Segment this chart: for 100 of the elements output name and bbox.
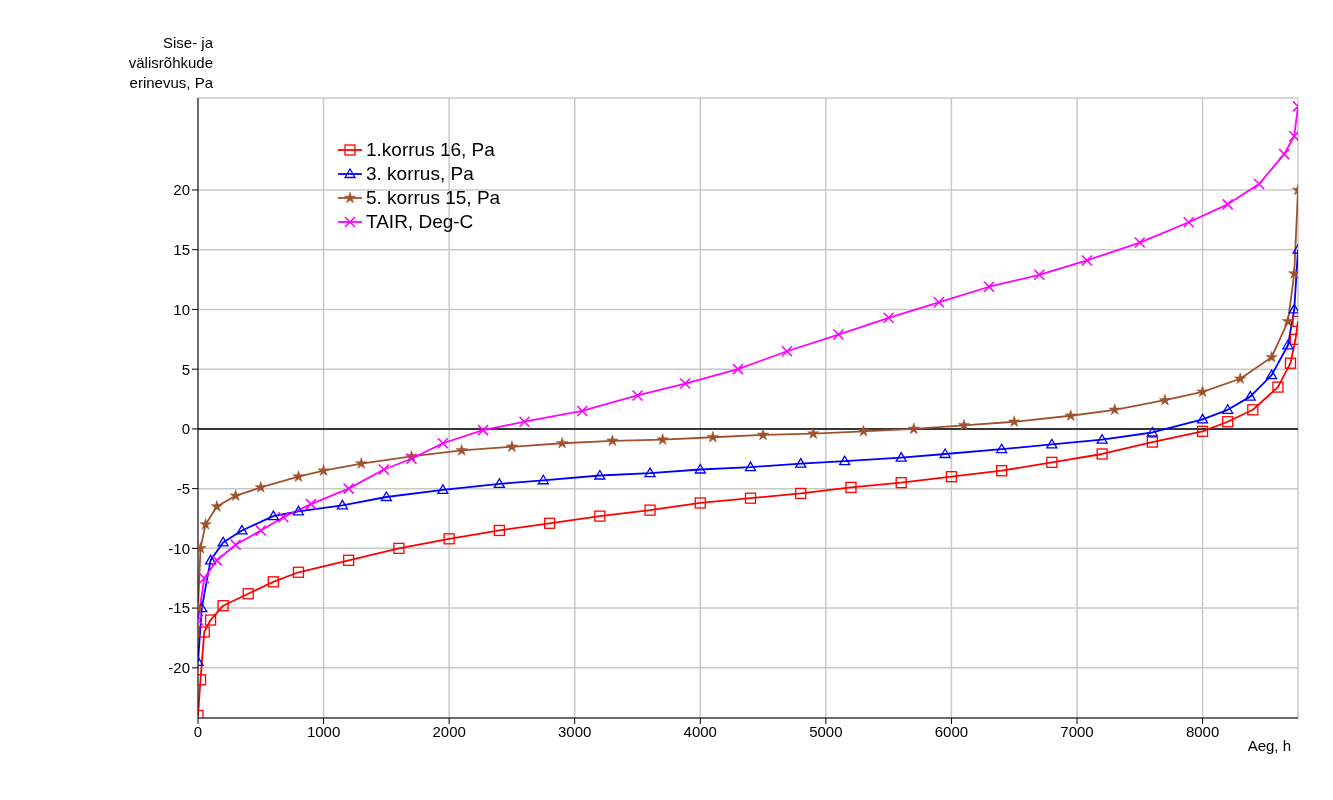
point [1096,448,1108,460]
legend-label: TAIR, Deg-C [366,210,474,234]
point [857,425,870,437]
x-tick-label: 1000 [306,722,341,740]
y-tick-label: 15 [173,241,190,259]
point [343,554,355,566]
legend-label: 3. korrus, Pa [366,162,474,186]
point [1196,425,1209,437]
x-tick-label: 2000 [432,722,466,740]
point [996,465,1008,477]
y-tick-label: -10 [168,539,190,557]
point [292,470,305,482]
point [1234,372,1247,384]
point [217,536,229,547]
point [1046,456,1058,469]
y-tick-label: 0 [181,420,190,438]
y-axis-title: Sise- ja välisrõhkude erinevus, Pa [127,33,213,93]
point [204,614,217,626]
point [839,455,851,466]
x-tick-label: 7000 [1060,722,1094,740]
point [1244,391,1256,401]
point [1146,426,1158,437]
point [537,474,549,485]
point [217,600,229,612]
point [807,427,820,439]
point [493,478,506,489]
point [355,457,368,469]
point [1222,416,1234,428]
point [1282,339,1294,350]
x-tick-label: 5000 [809,722,843,740]
point [757,428,770,440]
point [543,517,556,529]
y-tick-label: 20 [173,181,190,199]
point [1008,415,1021,427]
point [380,491,393,502]
point [1196,385,1209,397]
point [895,451,907,462]
point [644,467,656,478]
point [644,504,656,516]
point [945,471,958,483]
point [656,433,669,445]
point [744,492,757,504]
point [1196,413,1209,424]
point [292,566,305,578]
point [845,481,857,494]
point [1108,403,1121,415]
point [939,448,951,459]
x-tick-label: 6000 [934,722,969,740]
point [292,505,305,516]
point [958,419,970,431]
point [556,436,569,449]
point [1265,350,1278,363]
point [198,626,210,638]
y-tick-label: -15 [168,599,190,617]
point [694,497,706,509]
point [907,422,920,435]
point [1146,436,1158,448]
point [317,464,330,476]
point [795,457,807,468]
point [236,524,248,535]
point [1284,357,1297,369]
point [229,489,242,501]
point [1282,315,1294,327]
point [996,443,1008,454]
y-tick-label: -5 [176,479,190,497]
point [706,431,719,443]
legend-label: 5. korrus 15, Pa [366,186,501,210]
point [493,524,506,537]
point [204,554,217,565]
x-tick-label: 3000 [558,722,592,740]
x-axis-title: Aeg, h [1247,737,1291,755]
point [336,499,349,510]
point [1064,409,1077,421]
point [895,477,907,489]
y-tick-label: 5 [181,360,190,378]
point [795,487,807,500]
x-tick-label: 0 [193,722,203,740]
point [594,469,606,480]
x-tick-label: 8000 [1185,722,1220,740]
point [199,518,212,530]
point [267,510,279,521]
point [1247,404,1259,416]
point [437,484,449,494]
y-tick-label: 10 [173,300,190,318]
point [1288,303,1298,314]
point [1272,381,1284,393]
point [1158,393,1171,406]
x-tick-label: 4000 [683,722,717,740]
point [694,463,706,474]
point [1265,369,1278,380]
point [210,500,223,512]
point [606,434,619,446]
point [267,576,279,588]
point [254,481,267,493]
point [1046,438,1058,449]
point [744,461,757,472]
y-tick-label: -20 [168,659,190,677]
point [242,588,254,600]
point [455,444,468,456]
point [594,510,606,522]
